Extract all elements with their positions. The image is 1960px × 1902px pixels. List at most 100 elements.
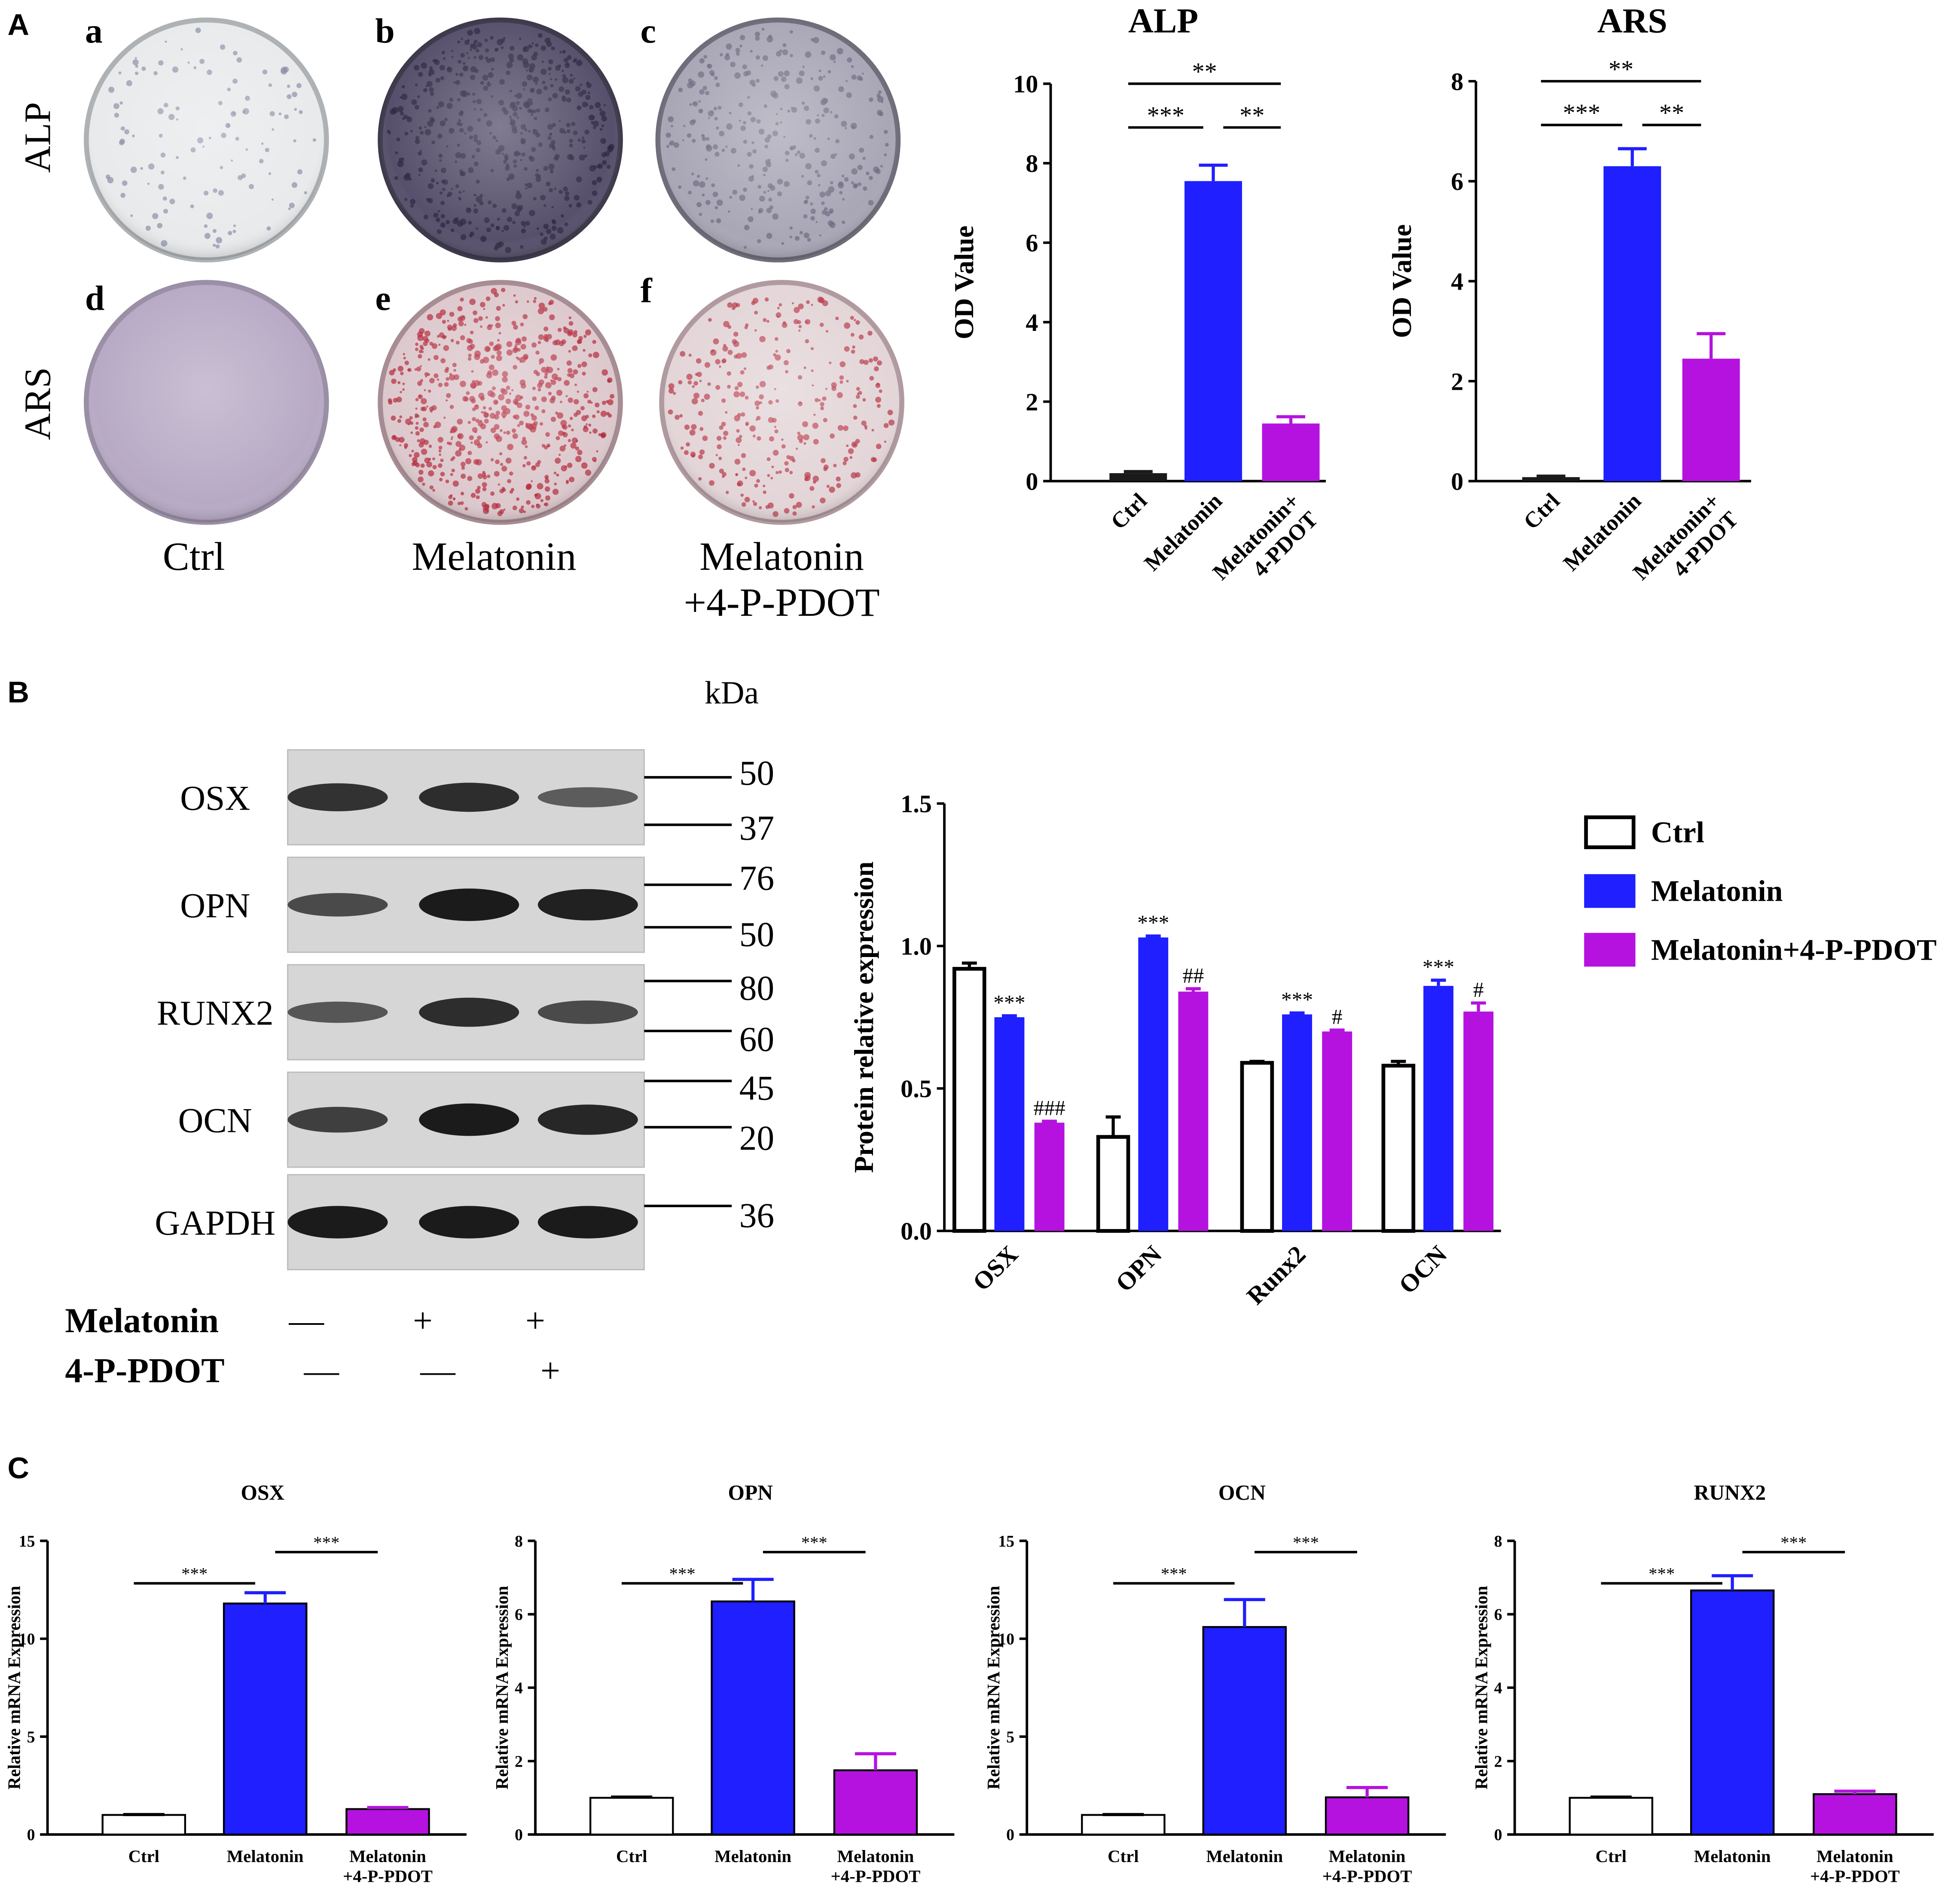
significance-label: ***: [801, 1533, 827, 1552]
y-tick-label: 15: [998, 1532, 1014, 1550]
y-tick-label: 1.0: [901, 933, 932, 960]
protein-band: [419, 783, 519, 812]
y-tick-label: 0: [27, 1826, 35, 1844]
y-tick-label: 10: [19, 1630, 35, 1648]
protein-label: RUNX2: [157, 994, 274, 1033]
protein-band: [287, 1107, 388, 1133]
y-tick-label: 6: [1026, 229, 1038, 257]
x-tick-label: Ctrl: [616, 1847, 647, 1866]
y-tick-label: 4: [1494, 1679, 1502, 1697]
staining-images: [84, 17, 904, 525]
protein-band: [537, 1104, 638, 1135]
bar: [101, 1814, 186, 1836]
significance-label: ***: [181, 1564, 208, 1584]
x-tick-label: Ctrl: [1519, 489, 1565, 535]
panel-label: A: [7, 8, 29, 41]
marker-label: 80: [739, 968, 775, 1007]
marker-label: 76: [739, 859, 775, 898]
error-bar: [1001, 1014, 1017, 1018]
treatment-mark: —: [420, 1351, 456, 1390]
bar: [1178, 991, 1209, 1231]
y-axis-label: OD Value: [1386, 224, 1417, 338]
error-bar: [1712, 1574, 1753, 1590]
error-bar: [1618, 147, 1647, 166]
group-label: Melatonin: [412, 535, 577, 579]
y-tick-label: 0: [1026, 468, 1038, 495]
y-tick-label: 4: [515, 1679, 523, 1697]
chart-title: ALP: [1128, 1, 1198, 40]
bar: [1262, 423, 1320, 481]
treatment-mark: +: [540, 1351, 560, 1390]
legend-label: Melatonin+4-P-PDOT: [1651, 933, 1937, 966]
dish-shade: [662, 282, 902, 523]
bar: [1690, 1589, 1775, 1836]
chart-title: ARS: [1597, 1, 1667, 40]
row-label: ALP: [16, 102, 58, 173]
dish-shade: [658, 20, 898, 260]
significance-label: ***: [1293, 1533, 1319, 1552]
protein-band: [287, 783, 388, 811]
y-axis-label: Relative mRNA Expression: [1472, 1586, 1491, 1789]
significance-label: ***: [1423, 955, 1454, 979]
error-bar: [611, 1795, 653, 1799]
protein-label: OCN: [178, 1101, 252, 1140]
marker-label: 45: [739, 1068, 775, 1107]
dish-label: b: [375, 11, 394, 50]
bar: [833, 1769, 918, 1836]
treatment-mark: +: [525, 1301, 545, 1340]
chart-title: OCN: [1218, 1481, 1266, 1504]
y-tick-label: 0: [1451, 468, 1463, 495]
significance-label: ***: [1649, 1564, 1675, 1584]
x-tick-label: Melatonin: [714, 1847, 791, 1866]
error-bar: [1536, 474, 1566, 478]
error-bar: [1224, 1598, 1265, 1627]
significance-label: ***: [1147, 101, 1185, 129]
y-axis-label: Relative mRNA Expression: [5, 1586, 24, 1789]
y-tick-label: 2: [1451, 367, 1463, 395]
bar: [1813, 1793, 1897, 1836]
bar: [223, 1602, 308, 1836]
legend-label: Melatonin: [1651, 875, 1783, 908]
y-tick-label: 6: [1451, 168, 1463, 196]
bar: [1240, 1061, 1274, 1233]
protein-band: [287, 893, 388, 917]
error-bar: [1276, 415, 1305, 424]
bar: [1463, 1011, 1494, 1231]
dish-shade: [380, 20, 621, 260]
panel-label: B: [7, 675, 29, 709]
significance-label: **: [1659, 99, 1684, 127]
bar: [345, 1808, 430, 1836]
significance-label: **: [1609, 55, 1633, 83]
bar: [1034, 1122, 1065, 1231]
legend-swatch: [1584, 933, 1636, 967]
significance-label: ***: [1137, 911, 1169, 935]
error-bar: [244, 1591, 286, 1604]
bar: [1096, 1135, 1130, 1233]
error-bar: [1123, 470, 1153, 474]
dish-label: a: [85, 11, 103, 50]
x-tick-label: Melatonin: [1694, 1847, 1771, 1866]
significance-label: #: [1332, 1005, 1343, 1028]
chart-title: OSX: [241, 1481, 284, 1504]
protein-band: [419, 1206, 519, 1238]
y-tick-label: 10: [998, 1630, 1014, 1648]
error-bar: [1329, 1028, 1345, 1032]
protein-band: [287, 1206, 388, 1238]
significance-label: **: [1192, 58, 1217, 86]
y-axis-label: Relative mRNA Expression: [492, 1586, 512, 1789]
error-bar: [1834, 1789, 1876, 1795]
marker-label: 36: [739, 1196, 775, 1235]
error-bar: [367, 1806, 409, 1809]
x-tick-label: Melatonin: [227, 1847, 304, 1866]
error-bar: [123, 1813, 165, 1816]
y-tick-label: 6: [1494, 1606, 1502, 1624]
error-bar: [1697, 332, 1726, 359]
significance-label: ***: [1780, 1533, 1807, 1552]
bar: [1423, 986, 1453, 1231]
error-bar: [855, 1752, 896, 1771]
error-bar: [1590, 1795, 1632, 1799]
bar: [1138, 937, 1169, 1231]
bar: [1522, 477, 1580, 481]
bar: [1603, 166, 1661, 481]
